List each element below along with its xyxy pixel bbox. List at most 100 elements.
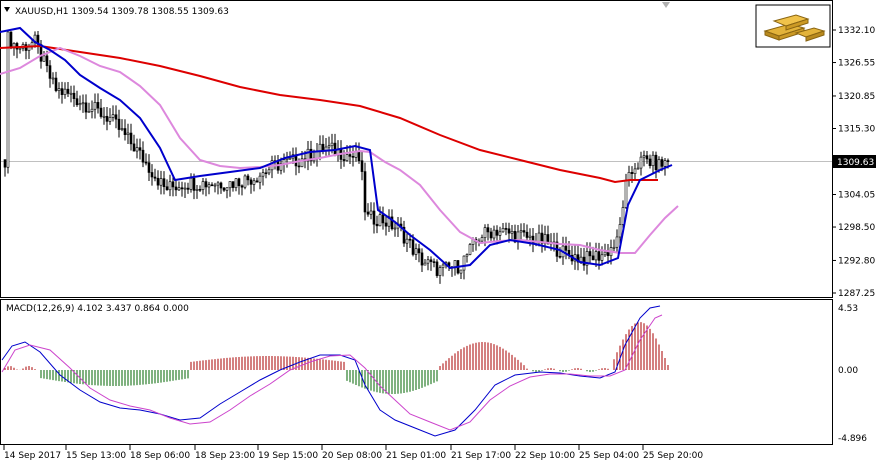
candle-body <box>645 155 649 160</box>
price-axis-label: 1326.55 <box>838 59 875 69</box>
candle-body <box>105 115 109 122</box>
candle-body <box>114 114 118 120</box>
candle-body <box>357 151 361 162</box>
candle-body <box>201 181 205 190</box>
time-axis-label: 18 Sep 23:00 <box>195 451 255 461</box>
candle-body <box>117 118 121 130</box>
candle-body <box>414 248 418 255</box>
gold-bars-icon <box>755 4 831 48</box>
candle-body <box>189 178 193 190</box>
candle-body <box>588 251 592 257</box>
candle-body <box>663 160 667 167</box>
candle-body <box>342 159 346 161</box>
time-axis-label: 22 Sep 10:00 <box>515 451 575 461</box>
candle-body <box>198 189 202 191</box>
candle-body <box>660 159 664 167</box>
candle-body <box>666 160 670 162</box>
candle-body <box>480 237 484 242</box>
candle-body <box>495 229 499 236</box>
candle-body <box>438 267 442 276</box>
candle-body <box>186 187 190 190</box>
candle-body <box>639 156 643 169</box>
candle-body <box>174 186 178 191</box>
candle-body <box>489 231 493 239</box>
candle-body <box>585 251 589 266</box>
candle-body <box>537 232 541 242</box>
candle-body <box>123 128 127 135</box>
candle-body <box>504 228 508 230</box>
candle-body <box>525 231 529 238</box>
candle-body <box>171 181 175 188</box>
candle-body <box>261 172 265 177</box>
candle-body <box>93 102 97 110</box>
candle-body <box>141 149 145 163</box>
candle-body <box>102 115 106 118</box>
candle-body <box>96 102 100 109</box>
candle-body <box>63 88 67 95</box>
candle-body <box>87 111 91 113</box>
price-chart-pane[interactable]: XAUUSD,H1 1309.54 1309.78 1308.55 1309.6… <box>0 0 833 298</box>
candle-body <box>363 171 367 213</box>
candle-body <box>486 227 490 233</box>
price-axis-label: 1315.30 <box>838 125 875 135</box>
candle-body <box>615 236 619 248</box>
candle-body <box>624 180 628 208</box>
candle-body <box>99 107 103 117</box>
candle-body <box>54 77 58 91</box>
price-candles <box>3 30 670 284</box>
candle-body <box>165 186 169 191</box>
dropdown-triangle-icon[interactable] <box>4 7 10 12</box>
candle-body <box>309 148 313 162</box>
candle-body <box>108 117 112 122</box>
candle-body <box>234 178 238 188</box>
candle-body <box>642 155 646 158</box>
candle-body <box>633 168 637 174</box>
macd-signal-line <box>1 314 663 431</box>
candle-body <box>651 154 655 167</box>
candle-body <box>237 178 241 187</box>
candle-body <box>366 211 370 215</box>
time-axis[interactable]: 14 Sep 2017 15 Sep 13:00 18 Sep 06:00 18 Se… <box>3 445 703 461</box>
candle-body <box>375 223 379 227</box>
candle-body <box>204 181 208 188</box>
candle-body <box>540 232 544 244</box>
candle-body <box>45 55 49 66</box>
candle-body <box>330 142 334 147</box>
candle-body <box>147 162 151 173</box>
candle-body <box>252 180 256 185</box>
candle-body <box>483 227 487 238</box>
candle-body <box>168 181 172 191</box>
shift-marker-icon[interactable] <box>662 2 670 8</box>
candle-body <box>177 187 181 191</box>
candle-body <box>417 248 421 254</box>
macd-histogram <box>4 322 669 394</box>
candle-body <box>132 143 136 152</box>
candle-body <box>327 145 331 148</box>
candle-body <box>255 180 259 183</box>
price-axis[interactable]: 1332.10 1326.55 1320.85 1315.30 1304.05 1298.… <box>832 26 876 299</box>
candle-body <box>84 102 88 113</box>
price-axis-label: 1287.25 <box>838 289 875 299</box>
candle-body <box>618 224 622 238</box>
candle-body <box>351 156 355 158</box>
macd-indicator-pane[interactable]: MACD(12,26,9) 4.102 3.437 0.864 0.000 <box>0 299 833 445</box>
candle-body <box>126 132 130 135</box>
moving-average-fast-line <box>0 26 673 270</box>
macd-label: MACD(12,26,9) 4.102 3.437 0.864 0.000 <box>6 304 189 314</box>
candle-body <box>72 92 76 99</box>
candle-body <box>57 88 61 91</box>
candle-body <box>300 158 304 167</box>
candle-body <box>225 187 229 191</box>
candle-body <box>228 181 232 189</box>
current-price-tag <box>833 155 876 168</box>
candle-body <box>180 187 184 190</box>
candle-body <box>372 210 376 225</box>
candle-body <box>648 158 652 167</box>
candle-body <box>213 184 217 187</box>
candle-body <box>465 254 469 257</box>
price-axis-label: 1304.05 <box>838 190 875 200</box>
candle-body <box>636 167 640 170</box>
time-axis-label: 18 Sep 06:00 <box>130 451 190 461</box>
candle-body <box>429 259 433 262</box>
